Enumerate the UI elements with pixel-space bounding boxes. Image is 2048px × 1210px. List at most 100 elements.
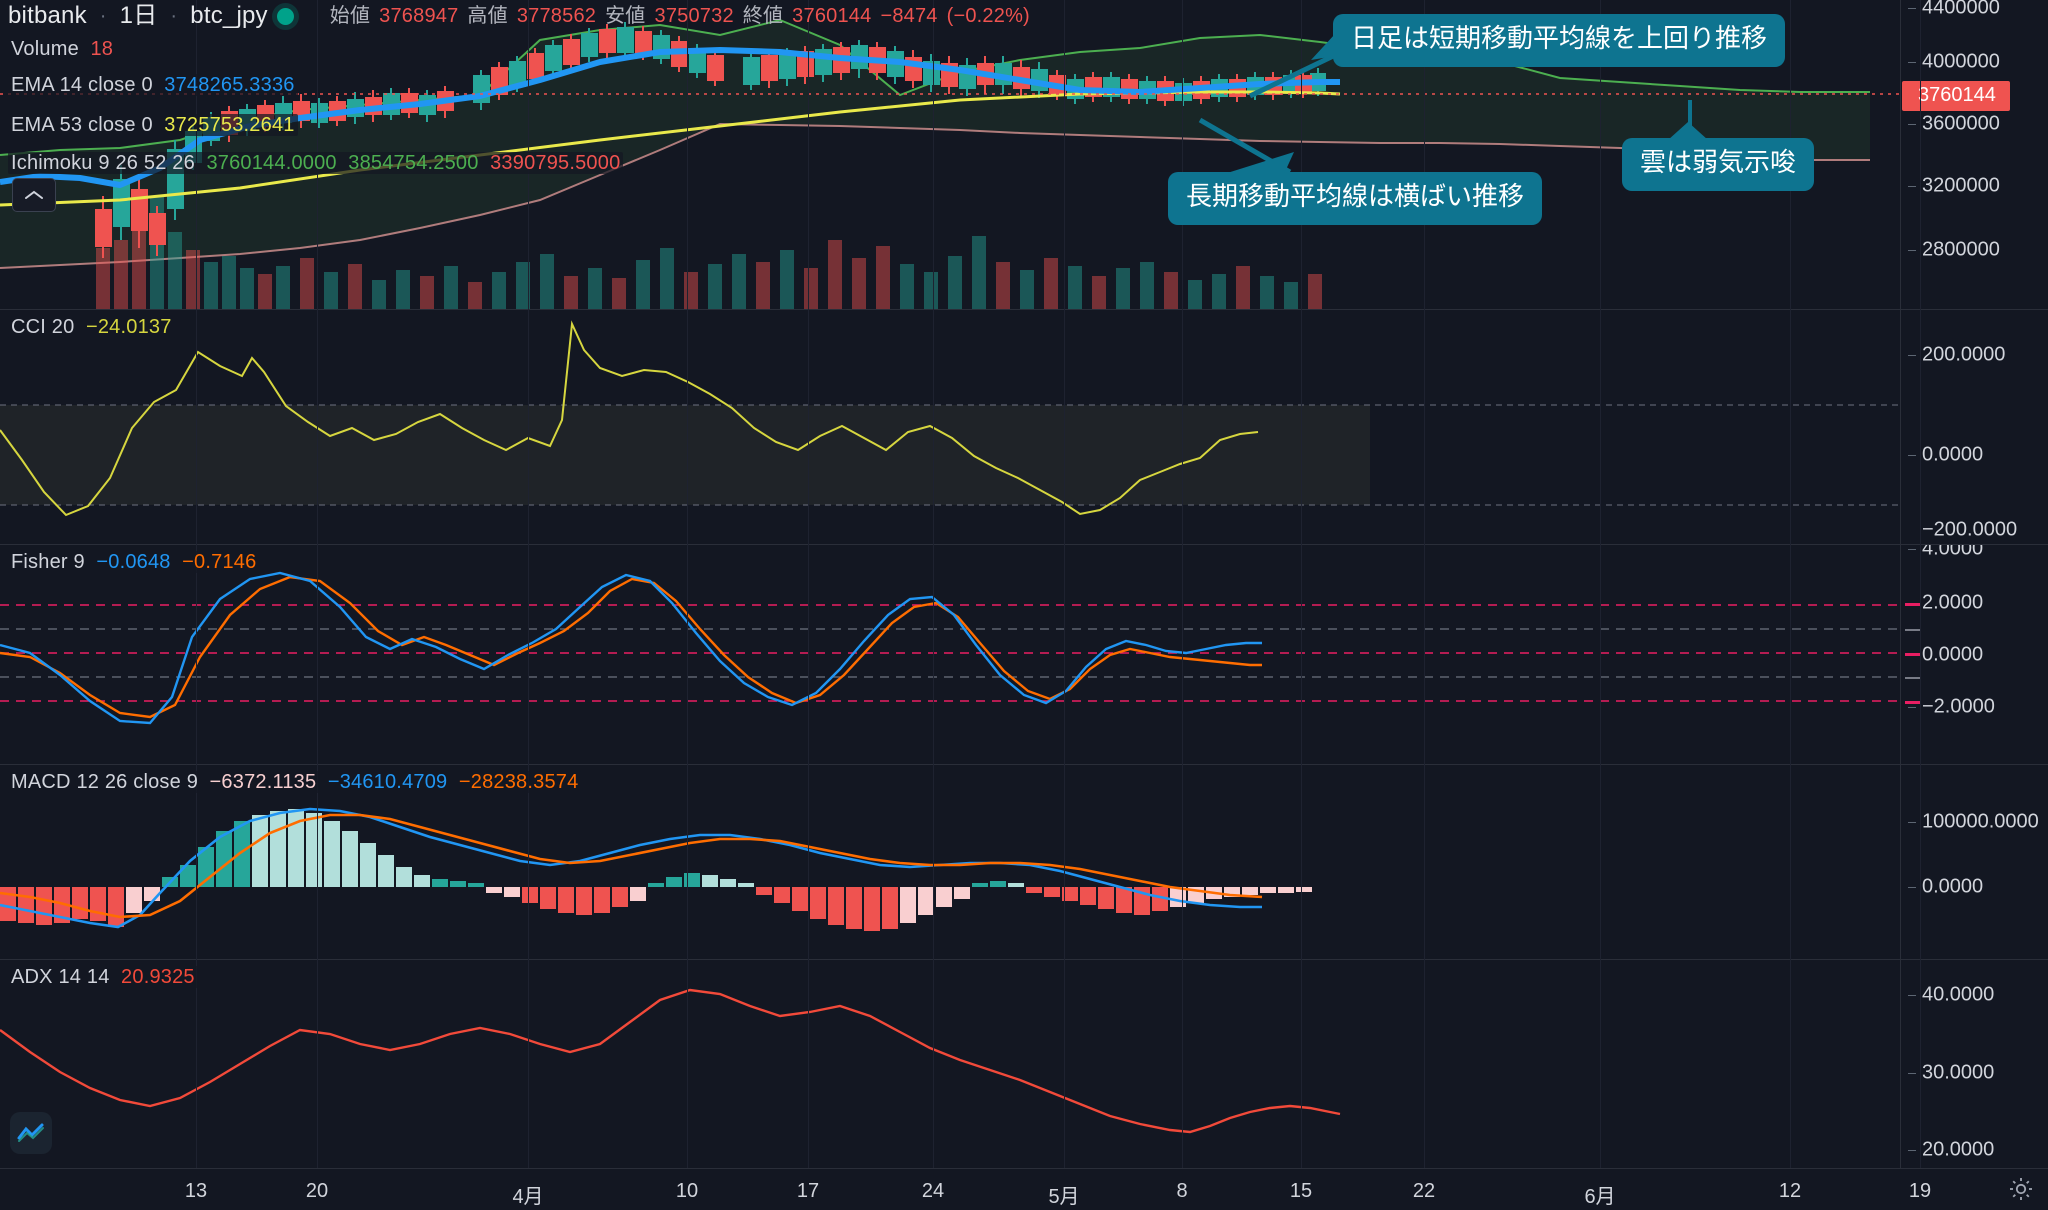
macd-histogram-value: −6372.1135 <box>209 771 317 793</box>
time-tick-8: 8 <box>1176 1180 1188 1202</box>
high-value: 3778562 <box>516 5 597 27</box>
fisher-title: Fisher 9 <box>11 551 85 573</box>
adx-tick-20: 20.0000 <box>1922 1138 1995 1161</box>
time-tick-2: 20 <box>305 1180 329 1202</box>
adx-plot-area[interactable]: ADX 14 14 20.9325 <box>0 960 1900 1168</box>
macd-title: MACD 12 26 close 9 <box>11 771 199 793</box>
price-tick-3600000: 3600000 <box>1922 112 2000 135</box>
open-label: 始値 <box>329 5 371 27</box>
cci-value: −24.0137 <box>85 316 172 338</box>
price-tick-3200000: 3200000 <box>1922 174 2000 197</box>
time-tick-7: 5月 <box>1048 1186 1080 1208</box>
macd-value: −34610.4709 <box>327 771 448 793</box>
time-gridline <box>933 0 934 1168</box>
fisher-tick-4: 4.0000 <box>1922 545 1984 560</box>
time-gridline <box>317 0 318 1168</box>
cci-axis[interactable]: 200.0000 0.0000 −200.0000 <box>1900 310 2048 545</box>
time-tick-9: 15 <box>1289 1180 1313 1202</box>
pane-collapse-button[interactable] <box>12 178 56 212</box>
close-label: 終値 <box>742 5 784 27</box>
fisher-trigger-line <box>0 575 1262 719</box>
macd-tick-100000: 100000.0000 <box>1922 810 2039 833</box>
time-tick-10: 22 <box>1412 1180 1436 1202</box>
pane-price: bitbank · 1日 · btc_jpy 始値 3768947 高値 37785… <box>0 0 2048 310</box>
pane-adx: ADX 14 14 20.9325 40.0000 30.0000 20.000… <box>0 960 2048 1168</box>
time-gridline <box>1301 0 1302 1168</box>
fisher-svg <box>0 571 1900 725</box>
annotation-long-ma[interactable]: 長期移動平均線は横ばい推移 <box>1168 152 1543 225</box>
price-axis[interactable]: 4400000 4000000 3600000 3200000 2800000 … <box>1900 0 2048 310</box>
ichimoku-title: Ichimoku 9 26 52 26 <box>11 152 195 174</box>
time-gridline <box>1920 0 1921 1168</box>
time-tick-6: 24 <box>921 1180 945 1202</box>
legend-ichimoku[interactable]: Ichimoku 9 26 52 26 3760144.0000 3854754… <box>8 150 624 176</box>
time-gridline <box>1790 0 1791 1168</box>
time-tick-4: 10 <box>675 1180 699 1202</box>
time-gridline <box>1064 0 1065 1168</box>
pane-fisher: Fisher 9 −0.0648 −0.7146 4.0000 2.0000 0… <box>0 545 2048 765</box>
gear-icon[interactable] <box>2008 1176 2034 1202</box>
cci-tick-minus200: −200.0000 <box>1922 518 2018 541</box>
legend-volume[interactable]: Volume 18 <box>8 36 117 62</box>
time-tick-1: 13 <box>184 1180 208 1202</box>
adx-line <box>0 988 1341 1134</box>
exchange-label[interactable]: bitbank <box>8 2 87 29</box>
volume-title: Volume <box>11 38 79 60</box>
fisher-tick-2: 2.0000 <box>1922 591 1984 614</box>
pane-macd: MACD 12 26 close 9 −6372.1135 −34610.470… <box>0 765 2048 960</box>
macd-line <box>0 807 1262 929</box>
time-gridline <box>687 0 688 1168</box>
macd-axis[interactable]: 100000.0000 0.0000 <box>1900 765 2048 960</box>
macd-signal-value: −28238.3574 <box>458 771 579 793</box>
legend-ema53[interactable]: EMA 53 close 0 3725753.2641 <box>8 112 298 138</box>
time-tick-12: 12 <box>1778 1180 1802 1202</box>
time-gridline <box>808 0 809 1168</box>
adx-axis[interactable]: 40.0000 30.0000 20.0000 <box>1900 960 2048 1168</box>
time-gridline <box>1600 0 1601 1168</box>
macd-plot-area[interactable]: MACD 12 26 close 9 −6372.1135 −34610.470… <box>0 765 1900 960</box>
low-label: 安値 <box>605 5 646 27</box>
time-tick-5: 17 <box>796 1180 820 1202</box>
fisher-axis[interactable]: 4.0000 2.0000 0.0000 −2.0000 <box>1900 545 2048 765</box>
high-label: 高値 <box>467 5 508 27</box>
symbol-label[interactable]: btc_jpy <box>190 2 268 29</box>
legend-fisher[interactable]: Fisher 9 −0.0648 −0.7146 <box>8 549 260 575</box>
legend-ema14[interactable]: EMA 14 close 0 3748265.3336 <box>8 72 298 98</box>
legend-macd[interactable]: MACD 12 26 close 9 −6372.1135 −34610.470… <box>8 769 582 795</box>
change-percent: (−0.22%) <box>946 5 1030 27</box>
adx-value: 20.9325 <box>121 966 195 988</box>
cci-plot-area[interactable]: CCI 20 −24.0137 <box>0 310 1900 545</box>
change-absolute: −8474 <box>880 5 938 27</box>
low-value: 3750732 <box>654 5 734 27</box>
price-tick-2800000: 2800000 <box>1922 238 2000 261</box>
macd-signal-line <box>0 813 1263 919</box>
annotation-short-ma[interactable]: 日足は短期移動平均線を上回り推移 <box>1311 14 1786 67</box>
cci-tick-200: 200.0000 <box>1922 343 2006 366</box>
legend-cci[interactable]: CCI 20 −24.0137 <box>8 314 175 340</box>
time-gridline <box>528 0 529 1168</box>
cci-title: CCI 20 <box>11 316 75 338</box>
annotation-cloud[interactable]: 雲は弱気示唆 <box>1622 122 1815 191</box>
volume-value: 18 <box>90 38 114 60</box>
cci-svg <box>0 320 1900 517</box>
time-axis[interactable]: 13 20 4月 10 17 24 5月 8 15 22 6月 12 19 <box>0 1168 2048 1210</box>
ema53-value: 3725753.2641 <box>164 114 295 136</box>
time-gridline <box>196 0 197 1168</box>
ichimoku-value-2: 3854754.2500 <box>348 152 479 174</box>
ema-53-line <box>0 90 1341 207</box>
tradingview-logo-icon[interactable] <box>10 1112 52 1154</box>
chevron-up-icon <box>25 190 43 199</box>
time-gridline <box>1424 0 1425 1168</box>
annotation-tail <box>1224 152 1294 174</box>
legend-header: bitbank · 1日 · btc_jpy 始値 3768947 高値 37785… <box>8 2 1030 29</box>
pane-cci: CCI 20 −24.0137 200.0000 0.0000 −200.000… <box>0 310 2048 545</box>
fisher-plot-area[interactable]: Fisher 9 −0.0648 −0.7146 <box>0 545 1900 765</box>
time-tick-11: 6月 <box>1584 1186 1616 1208</box>
legend-adx[interactable]: ADX 14 14 20.9325 <box>8 964 198 990</box>
current-price-badge: 3760144 <box>1902 81 2010 111</box>
interval-label[interactable]: 1日 <box>119 2 158 29</box>
logo-glyph <box>17 1123 44 1142</box>
price-tick-4000000: 4000000 <box>1922 50 2000 73</box>
ema14-title: EMA 14 close 0 <box>11 74 153 96</box>
